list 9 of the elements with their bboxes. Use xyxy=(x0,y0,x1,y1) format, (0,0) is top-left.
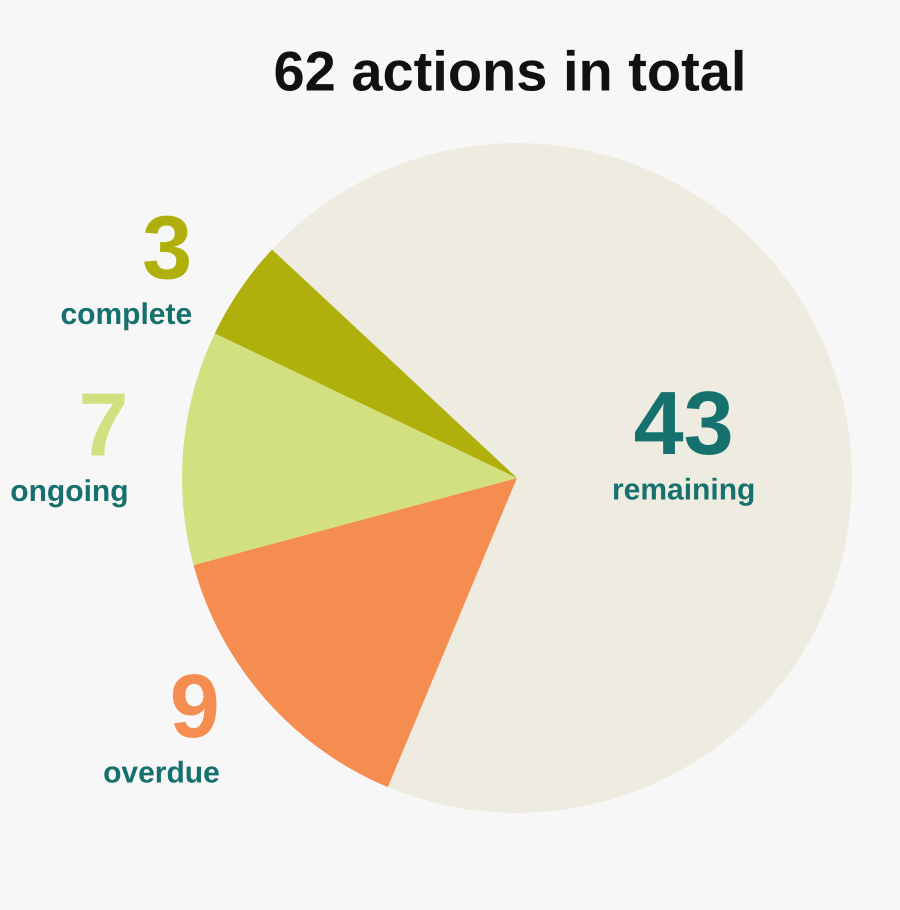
data-label: 3 xyxy=(142,198,192,299)
slice-label: ongoing xyxy=(10,475,129,508)
data-label: 43 xyxy=(634,374,734,474)
slice-label: remaining xyxy=(612,474,756,507)
slice-label: complete xyxy=(60,298,192,332)
chart-title: 62 actions in total xyxy=(274,40,746,102)
data-label: 9 xyxy=(170,656,220,757)
slice-label: overdue xyxy=(103,756,220,790)
data-label: 7 xyxy=(78,376,129,476)
